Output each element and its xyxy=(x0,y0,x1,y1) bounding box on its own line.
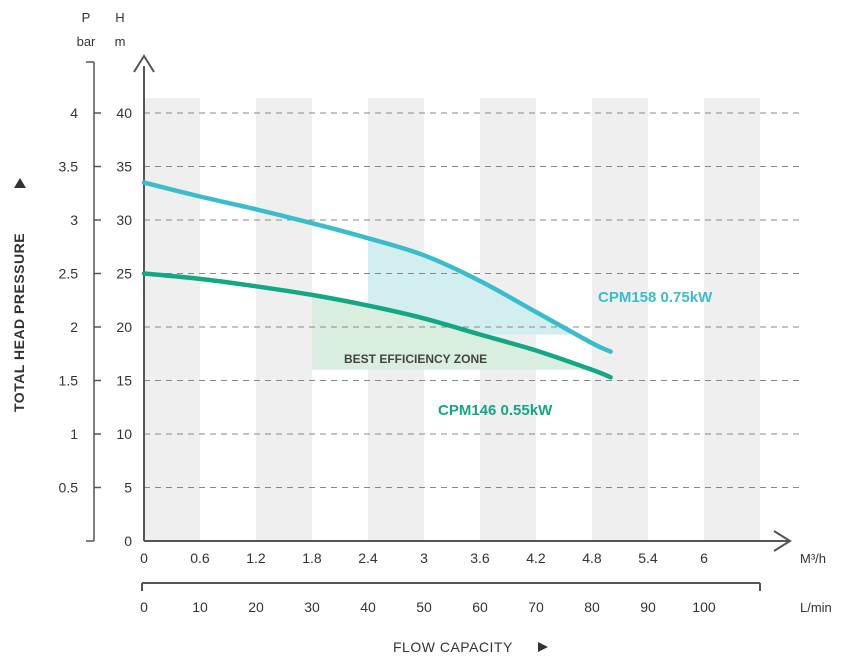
y-tick-label-head: 35 xyxy=(116,159,132,175)
column-band xyxy=(255,98,312,541)
y-tick-label-bar: 3 xyxy=(70,212,78,228)
x-axis-arrow-icon xyxy=(773,530,792,552)
x-tick-label-lmin: 80 xyxy=(584,599,600,615)
y-tick-label-bar: 2.5 xyxy=(59,266,79,282)
x-tick-label-lmin: 60 xyxy=(472,599,488,615)
series-line xyxy=(141,180,613,354)
y-axis-arrow-icon xyxy=(133,54,155,73)
x-tick-label-lmin: 90 xyxy=(640,599,656,615)
x-tick-label-m3h: 1.2 xyxy=(246,550,266,566)
x-unit-m3h: M³/h xyxy=(800,551,826,566)
column-bands xyxy=(144,98,760,541)
efficiency-zone-area xyxy=(367,238,592,335)
y-tick-label-head: 0 xyxy=(124,533,132,549)
x-tick-label-m3h: 1.8 xyxy=(302,550,322,566)
y-tick-label-bar: 1 xyxy=(70,426,78,442)
x-unit-lmin: L/min xyxy=(800,600,832,615)
x-tick-label-m3h: 2.4 xyxy=(358,550,378,566)
x-tick-label-lmin: 40 xyxy=(360,599,376,615)
y-tick-label-head: 25 xyxy=(116,266,132,282)
y-tick-label-head: 40 xyxy=(116,105,132,121)
y-tick-label-bar: 1.5 xyxy=(59,373,79,389)
y-unit-head: m xyxy=(115,34,126,49)
y-tick-label-bar: 2 xyxy=(70,319,78,335)
x-tick-label-m3h: 3 xyxy=(420,550,428,566)
column-band xyxy=(703,98,760,541)
x-tick-label-lmin: 70 xyxy=(528,599,544,615)
x-tick-label-lmin: 100 xyxy=(692,599,716,615)
y-unit-pressure-symbol: P xyxy=(82,10,91,25)
column-band xyxy=(144,98,200,541)
x-tick-label-lmin: 20 xyxy=(248,599,264,615)
x-tick-label-m3h: 5.4 xyxy=(638,550,658,566)
x-tick-label-lmin: 0 xyxy=(140,599,148,615)
x-tick-label-m3h: 3.6 xyxy=(470,550,490,566)
y-tick-label-bar: 4 xyxy=(70,105,78,121)
series-label: CPM146 0.55kW xyxy=(438,402,553,419)
series-line xyxy=(141,271,613,380)
x-tick-label-lmin: 10 xyxy=(192,599,208,615)
x-tick-label-m3h: 6 xyxy=(700,550,708,566)
chart-labels: P bar H m M³/h L/min TOTAL HEAD PRESSURE… xyxy=(11,10,832,655)
efficiency-zones: BEST EFFICIENCY ZONE xyxy=(311,238,592,370)
series-label: CPM158 0.75kW xyxy=(598,289,713,306)
x-tick-label-m3h: 4.2 xyxy=(526,550,546,566)
y-tick-label-head: 20 xyxy=(116,319,132,335)
x-tick-label-m3h: 4.8 xyxy=(582,550,602,566)
x-axis-title: FLOW CAPACITY xyxy=(393,639,513,655)
y-tick-label-head: 5 xyxy=(124,480,132,496)
y-tick-label-head: 30 xyxy=(116,212,132,228)
pump-curves: CPM158 0.75kW CPM146 0.55kW xyxy=(141,180,713,419)
y-tick-label-head: 10 xyxy=(116,426,132,442)
x-tick-label-lmin: 30 xyxy=(304,599,320,615)
efficiency-zone-area xyxy=(311,294,592,370)
best-efficiency-zone-label: BEST EFFICIENCY ZONE xyxy=(344,352,487,366)
y-axis-title-arrow-icon xyxy=(14,178,26,188)
y-unit-head-symbol: H xyxy=(115,10,124,25)
y-unit-pressure: bar xyxy=(77,34,96,49)
x-tick-label-m3h: 0.6 xyxy=(190,550,210,566)
y-axis-title: TOTAL HEAD PRESSURE xyxy=(11,233,27,412)
column-band xyxy=(591,98,648,541)
y-tick-label-bar: 0.5 xyxy=(59,480,79,496)
x-tick-label-m3h: 0 xyxy=(140,550,148,566)
y-tick-label-bar: 3.5 xyxy=(59,159,79,175)
x-tick-label-lmin: 50 xyxy=(416,599,432,615)
y-tick-label-head: 15 xyxy=(116,373,132,389)
x-axis-title-arrow-icon xyxy=(538,642,548,652)
